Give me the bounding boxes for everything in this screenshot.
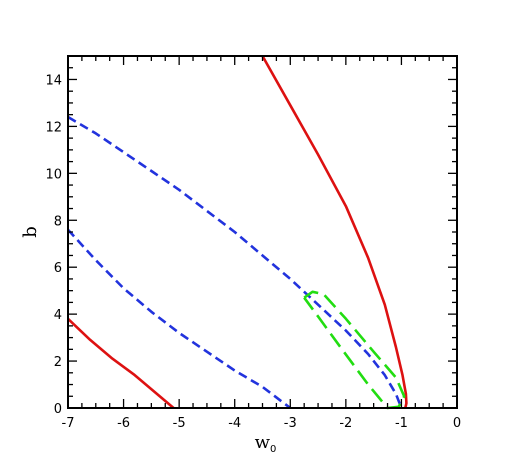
x-tick-label: -1 [395, 416, 408, 431]
y-axis-title: b [20, 226, 41, 238]
curve-2 [68, 319, 174, 408]
x-tick-labels: -7 -6 -5 -4 -3 -2 -1 0 [62, 416, 462, 431]
curves-layer [68, 56, 406, 408]
x-tick-label: -5 [173, 416, 186, 431]
y-tick-label: 0 [54, 402, 62, 417]
curve-5 [304, 292, 404, 408]
curve-4 [68, 230, 290, 408]
x-tick-label: -7 [62, 416, 75, 431]
x-axis-title-subscript: 0 [270, 444, 276, 455]
x-tick-label: -2 [339, 416, 352, 431]
y-tick-label: 2 [54, 355, 62, 370]
x-tick-label: -4 [228, 416, 241, 431]
y-tick-label: 4 [54, 308, 62, 323]
y-tick-label: 6 [54, 261, 62, 276]
curve-1 [263, 56, 407, 408]
x-tick-label: -3 [284, 416, 297, 431]
y-tick-label: 14 [45, 73, 62, 88]
x-axis-title-main: w [255, 432, 271, 453]
y-tick-label: 12 [45, 120, 62, 135]
x-axis-title: w0 [255, 432, 277, 455]
y-tick-labels: 0 2 4 6 8 10 12 14 [45, 73, 62, 417]
y-tick-label: 8 [54, 214, 62, 229]
y-tick-label: 10 [45, 167, 62, 182]
x-tick-label: -6 [117, 416, 130, 431]
x-tick-label: 0 [453, 416, 461, 431]
